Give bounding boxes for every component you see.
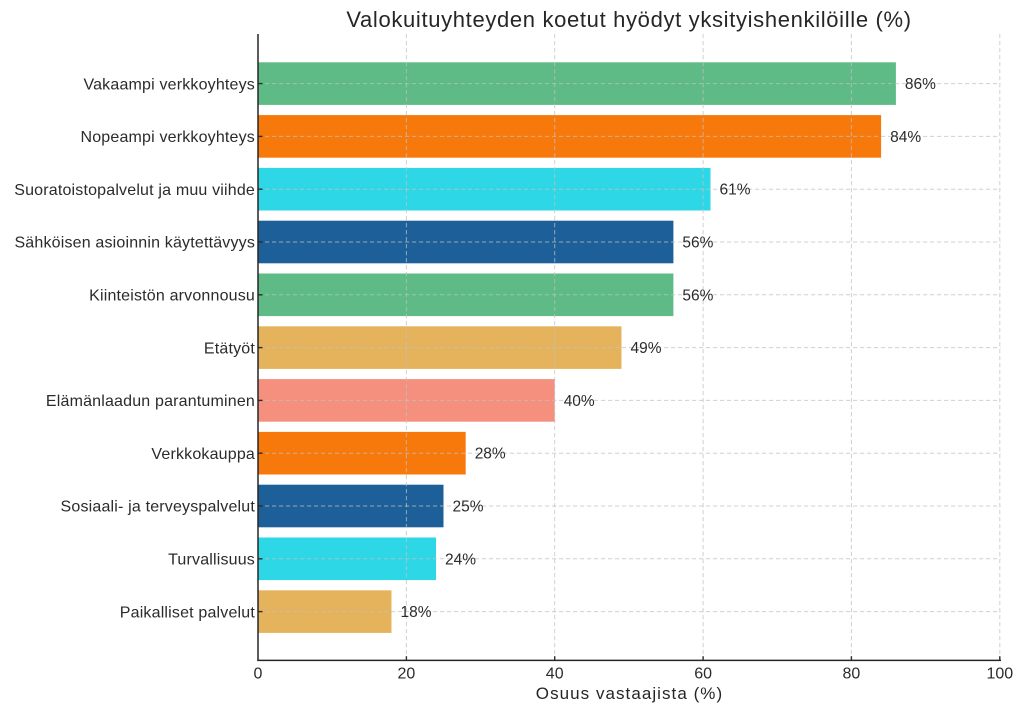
svg-text:Turvallisuus: Turvallisuus [168, 552, 255, 569]
svg-text:86%: 86% [905, 76, 936, 93]
svg-text:56%: 56% [682, 287, 713, 304]
svg-text:Suoratoistopalvelut ja muu vii: Suoratoistopalvelut ja muu viihde [14, 182, 255, 199]
svg-text:56%: 56% [682, 235, 713, 252]
svg-text:18%: 18% [401, 604, 432, 621]
svg-text:40%: 40% [564, 393, 595, 410]
svg-text:25%: 25% [453, 499, 484, 516]
svg-text:Kiinteistön arvonnousu: Kiinteistön arvonnousu [89, 288, 255, 305]
svg-text:24%: 24% [445, 551, 476, 568]
svg-text:Valokuituyhteyden koetut hyödy: Valokuituyhteyden koetut hyödyt yksityis… [346, 7, 911, 32]
svg-text:49%: 49% [631, 340, 662, 357]
svg-text:60: 60 [694, 665, 712, 682]
svg-text:Nopeampi verkkoyhteys: Nopeampi verkkoyhteys [80, 129, 255, 146]
svg-text:40: 40 [546, 665, 564, 682]
svg-text:84%: 84% [890, 129, 921, 146]
svg-text:Etätyöt: Etätyöt [204, 340, 255, 357]
svg-text:20: 20 [398, 665, 416, 682]
svg-text:Sosiaali- ja terveyspalvelut: Sosiaali- ja terveyspalvelut [61, 499, 256, 516]
svg-text:0: 0 [254, 665, 263, 682]
svg-text:Osuus vastaajista (%): Osuus vastaajista (%) [536, 684, 723, 703]
svg-text:28%: 28% [475, 446, 506, 463]
svg-text:Paikalliset palvelut: Paikalliset palvelut [120, 604, 256, 621]
svg-text:Verkkokauppa: Verkkokauppa [151, 446, 255, 463]
svg-text:Elämänlaadun parantuminen: Elämänlaadun parantuminen [46, 393, 255, 410]
svg-text:61%: 61% [720, 182, 751, 199]
svg-text:Vakaampi verkkoyhteys: Vakaampi verkkoyhteys [83, 76, 255, 93]
svg-text:Sähköisen asioinnin käytettävy: Sähköisen asioinnin käytettävyys [14, 235, 255, 252]
svg-text:100: 100 [986, 665, 1013, 682]
svg-text:80: 80 [843, 665, 861, 682]
